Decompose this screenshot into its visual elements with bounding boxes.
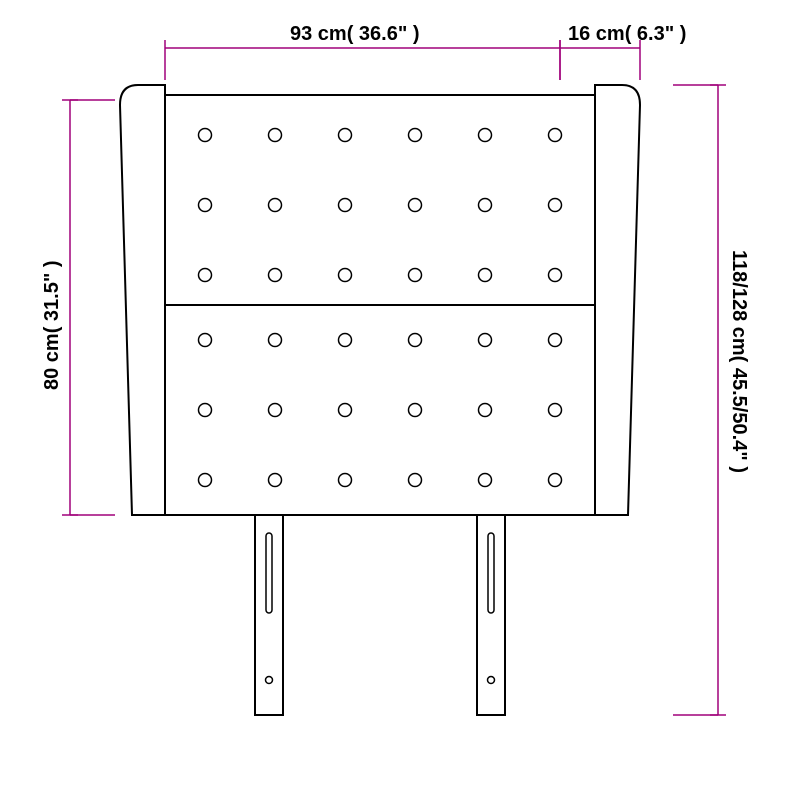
leg-left — [255, 515, 283, 715]
dim-label: 80 cm( 31.5" ) — [41, 260, 63, 390]
leg-right — [477, 515, 505, 715]
wing-left — [120, 85, 165, 515]
dim-label: 93 cm( 36.6" ) — [290, 23, 420, 45]
dim-label: 16 cm( 6.3" ) — [568, 23, 686, 45]
dim-label: 118/128 cm( 45.5/50.4" ) — [728, 250, 750, 473]
diagram-canvas: 93 cm( 36.6" ) 16 cm( 6.3" ) 80 cm( 31.5" … — [0, 0, 800, 800]
wing-right — [595, 85, 640, 515]
